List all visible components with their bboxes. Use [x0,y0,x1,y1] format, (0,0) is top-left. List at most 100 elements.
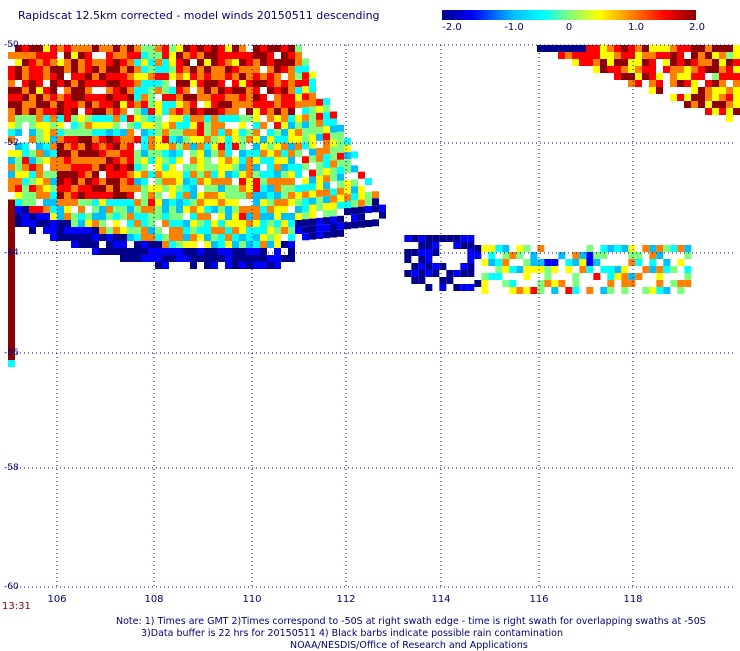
wind-cell [246,248,253,255]
wind-cell [113,136,120,143]
wind-cell [225,248,232,255]
wind-cell [92,241,99,248]
wind-cell [190,45,197,52]
wind-cell [607,66,614,73]
wind-cell [593,66,600,73]
wind-cell [8,101,15,108]
wind-cell [260,122,267,129]
wind-cell [453,284,461,291]
wind-cell [50,52,57,59]
wind-cell [246,178,253,185]
wind-cell [628,280,636,287]
wind-cell [71,122,78,129]
wind-cell [8,235,15,242]
wind-cell [36,94,43,101]
wind-cell [225,171,232,178]
wind-cell [232,115,239,122]
wind-cell [141,248,148,255]
wind-cell [677,52,684,59]
wind-cell [99,220,106,227]
wind-cell [92,227,99,234]
wind-cell [246,73,253,80]
wind-cell [344,201,351,209]
wind-cell [113,213,120,220]
wind-cell [516,245,524,252]
wind-cell [218,108,225,115]
wind-cell [628,52,635,59]
wind-cell [141,213,148,220]
wind-cell [705,94,712,101]
wind-cell [614,45,621,52]
wind-cell [134,87,141,94]
wind-cell [218,45,225,52]
wind-cell [425,235,433,242]
wind-cell [302,184,309,192]
wind-cell [134,220,141,227]
wind-cell [22,101,29,108]
wind-cell [330,216,337,224]
wind-cell [15,101,22,108]
wind-cell [113,234,120,241]
wind-cell [323,217,330,225]
wind-cell [246,108,253,115]
wind-cell [127,157,134,164]
wind-cell [316,189,323,197]
wind-cell [141,206,148,213]
wind-cell [57,122,64,129]
wind-cell [204,220,211,227]
wind-cell [684,80,691,87]
wind-cell [127,255,134,262]
wind-cell [239,213,246,220]
wind-cell [176,199,183,206]
wind-cell [50,87,57,94]
wind-cell [281,213,288,220]
wind-cell [260,185,267,192]
wind-cell [274,45,281,52]
x-tick-label: 118 [623,594,643,605]
wind-cell [113,192,120,199]
wind-cell [572,59,579,66]
wind-cell [344,159,351,167]
wind-cell [50,101,57,108]
wind-cell [162,241,169,248]
wind-cell [148,206,155,213]
wind-cell [92,248,99,255]
wind-cell [29,115,36,122]
wind-cell [481,273,489,280]
wind-cell [15,129,22,136]
wind-cell [197,213,204,220]
wind-cell [439,235,447,242]
wind-cell [127,94,134,101]
wind-cell [218,178,225,185]
wind-cell [309,176,316,184]
wind-cell [565,266,573,273]
wind-cell [169,255,176,262]
wind-cell [344,166,351,174]
wind-cell [155,115,162,122]
wind-cell [309,183,316,191]
wind-cell [719,52,726,59]
wind-cell [239,52,246,59]
wind-cell [113,122,120,129]
wind-cell [274,115,281,122]
wind-cell [628,259,636,266]
wind-cell [176,171,183,178]
wind-cell [148,45,155,52]
wind-cell [502,252,510,259]
wind-cell [155,45,162,52]
wind-cell [155,248,162,255]
wind-cell [309,127,316,135]
wind-cell [183,241,190,248]
wind-cell [141,122,148,129]
wind-cell [225,255,232,262]
wind-cell [218,73,225,80]
wind-cell [204,80,211,87]
wind-cell [204,192,211,199]
wind-cell [253,262,260,269]
wind-cell [260,80,267,87]
wind-cell [453,235,461,242]
wind-cell [218,59,225,66]
wind-cell [211,255,218,262]
wind-cell [351,165,358,173]
wind-cell [295,227,302,234]
